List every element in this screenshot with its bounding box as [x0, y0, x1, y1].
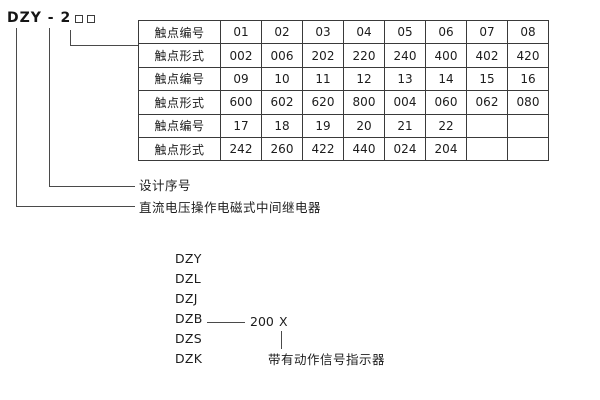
table-cell: 12	[343, 66, 385, 92]
series-suffix-letter: X	[279, 314, 288, 329]
row-label: 触点形式	[138, 90, 221, 115]
table-cell: 03	[302, 19, 344, 45]
series-item-dzl: DZL	[175, 271, 202, 286]
table-cell: 602	[261, 90, 303, 115]
model-placeholder-box-2	[87, 14, 96, 23]
table-cell: 04	[343, 19, 385, 45]
table-cell: 05	[384, 19, 426, 45]
series-suffix-dash	[207, 322, 245, 323]
table-cell: 15	[466, 66, 508, 92]
table-cell: 17	[220, 113, 262, 138]
indicator-callout-line	[281, 331, 282, 349]
table-cell: 002	[220, 43, 262, 68]
table-row: 触点编号 17 18 19 20 21 22	[138, 113, 549, 138]
table-cell: 400	[425, 43, 467, 68]
table-cell: 402	[466, 43, 508, 68]
table-cell: 220	[343, 43, 385, 68]
design-serial-label: 设计序号	[139, 178, 192, 193]
table-cell: 420	[507, 43, 549, 68]
table-cell: 260	[261, 136, 303, 162]
table-cell: 024	[384, 136, 426, 162]
table-cell	[466, 136, 508, 162]
relay-description-label: 直流电压操作电磁式中间继电器	[139, 200, 322, 215]
table-cell: 202	[302, 43, 344, 68]
contact-table: 触点编号 01 02 03 04 05 06 07 08 触点形式 002 00…	[138, 19, 549, 162]
table-row: 触点形式 600 602 620 800 004 060 062 080	[138, 90, 549, 115]
model-placeholder-box-1	[75, 14, 84, 23]
callout-line-serial-horizontal	[49, 186, 135, 187]
table-cell: 600	[220, 90, 262, 115]
table-cell: 07	[466, 19, 508, 45]
table-cell: 19	[302, 113, 344, 138]
table-row: 触点形式 002 006 202 220 240 400 402 420	[138, 43, 549, 68]
table-cell: 08	[507, 19, 549, 45]
table-row: 触点编号 09 10 11 12 13 14 15 16	[138, 66, 549, 92]
table-cell: 06	[425, 19, 467, 45]
table-cell	[507, 113, 549, 138]
table-cell: 20	[343, 113, 385, 138]
row-label: 触点编号	[138, 113, 221, 138]
table-cell: 006	[261, 43, 303, 68]
callout-line-serial-vertical	[49, 28, 50, 186]
model-code-row: DZY - 2	[7, 10, 96, 26]
series-item-dzj: DZJ	[175, 291, 198, 306]
series-item-dzy: DZY	[175, 251, 202, 266]
table-cell: 22	[425, 113, 467, 138]
row-label: 触点编号	[138, 19, 221, 45]
row-label: 触点编号	[138, 66, 221, 92]
table-cell: 18	[261, 113, 303, 138]
table-cell: 422	[302, 136, 344, 162]
row-label: 触点形式	[138, 136, 221, 162]
table-cell: 240	[384, 43, 426, 68]
callout-line-contact-vertical	[70, 30, 71, 45]
series-item-dzb: DZB	[175, 311, 203, 326]
model-series-list: DZY DZL DZJ DZB DZS DZK	[175, 249, 203, 369]
table-cell: 10	[261, 66, 303, 92]
table-row: 触点形式 242 260 422 440 024 204	[138, 136, 549, 162]
callout-line-contact-horizontal	[70, 45, 138, 46]
indicator-note-label: 带有动作信号指示器	[268, 352, 386, 367]
series-item-dzk: DZK	[175, 351, 203, 366]
table-cell: 004	[384, 90, 426, 115]
row-label: 触点形式	[138, 43, 221, 68]
table-cell	[466, 113, 508, 138]
table-cell: 09	[220, 66, 262, 92]
series-suffix-number: 200	[250, 314, 274, 329]
callout-line-relay-horizontal	[16, 206, 135, 207]
table-cell: 02	[261, 19, 303, 45]
table-cell: 204	[425, 136, 467, 162]
table-cell: 620	[302, 90, 344, 115]
table-cell: 080	[507, 90, 549, 115]
table-cell: 060	[425, 90, 467, 115]
table-cell: 242	[220, 136, 262, 162]
callout-line-relay-vertical	[16, 28, 17, 206]
table-cell: 440	[343, 136, 385, 162]
table-cell	[507, 136, 549, 162]
table-cell: 16	[507, 66, 549, 92]
table-cell: 01	[220, 19, 262, 45]
model-code-text: DZY - 2	[7, 10, 72, 26]
table-cell: 800	[343, 90, 385, 115]
table-cell: 11	[302, 66, 344, 92]
table-row: 触点编号 01 02 03 04 05 06 07 08	[138, 19, 549, 45]
table-cell: 13	[384, 66, 426, 92]
series-item-dzs: DZS	[175, 331, 203, 346]
table-cell: 062	[466, 90, 508, 115]
table-cell: 14	[425, 66, 467, 92]
table-cell: 21	[384, 113, 426, 138]
